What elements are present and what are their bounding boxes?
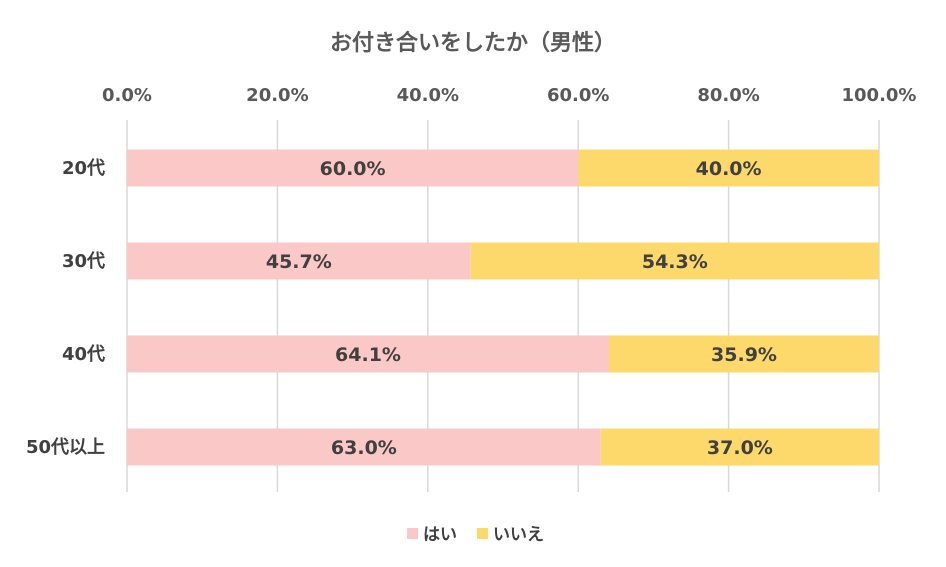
category-label: 30代 <box>62 251 105 272</box>
data-label: 45.7% <box>266 251 332 273</box>
x-tick-label: 0.0% <box>102 85 152 106</box>
bar-segment <box>127 149 579 187</box>
data-label: 54.3% <box>642 251 708 273</box>
category-axis: 20代 30代 40代 50代以上 <box>26 158 105 458</box>
legend-label: いいえ <box>493 525 544 545</box>
bar-segment <box>470 242 879 280</box>
data-labels: 60.0% 40.0% 45.7% 54.3% 64.1% 35.9% 63.0% 37.0% <box>266 158 777 459</box>
legend-label: はい <box>423 525 457 545</box>
category-label: 20代 <box>62 158 105 179</box>
x-tick-label: 80.0% <box>697 85 759 106</box>
data-label: 37.0% <box>707 437 773 459</box>
x-axis-ticks: 0.0% 20.0% 40.0% 60.0% 80.0% 100.0% <box>102 85 916 106</box>
data-label: 60.0% <box>320 158 386 180</box>
x-tick-label: 40.0% <box>397 85 459 106</box>
data-label: 35.9% <box>711 344 777 366</box>
bar-segment <box>578 149 879 187</box>
x-tick-label: 60.0% <box>547 85 609 106</box>
category-label: 40代 <box>62 344 105 365</box>
bar-segment <box>609 335 879 373</box>
data-label: 40.0% <box>696 158 762 180</box>
legend: はい いいえ <box>407 525 544 545</box>
legend-swatch <box>407 528 418 539</box>
bars <box>127 149 879 466</box>
chart-title: お付き合いをしたか（男性） <box>330 30 616 56</box>
x-tick-label: 20.0% <box>246 85 308 106</box>
bar-segment <box>127 242 471 280</box>
bar-segment <box>600 428 879 466</box>
bar-segment <box>127 428 601 466</box>
x-tick-label: 100.0% <box>842 85 917 106</box>
category-label: 50代以上 <box>26 437 105 458</box>
legend-swatch <box>477 528 488 539</box>
data-label: 64.1% <box>335 344 401 366</box>
bar-segment <box>127 335 610 373</box>
data-label: 63.0% <box>331 437 397 459</box>
